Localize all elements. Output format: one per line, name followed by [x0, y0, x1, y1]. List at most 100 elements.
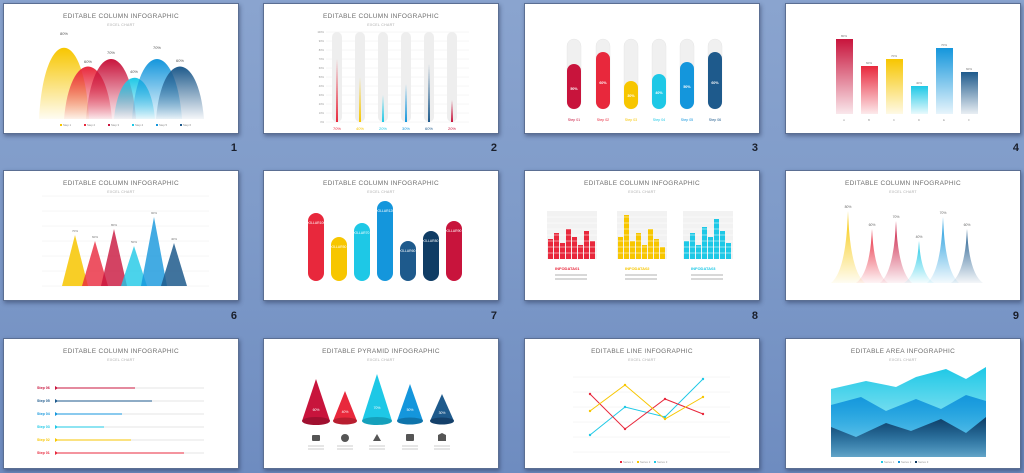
data-label: 70% — [333, 126, 341, 131]
rounded-bar — [377, 201, 393, 281]
slide-number: 4 — [1012, 142, 1019, 154]
tick-label: 0% — [320, 120, 324, 124]
rounded-bar — [331, 237, 347, 281]
rounded-bar — [308, 213, 324, 281]
data-label: DOLLAR50 — [329, 245, 346, 249]
slide-number: 2 — [490, 142, 497, 154]
cylinder-bar — [708, 52, 722, 109]
feature-icon — [341, 434, 349, 442]
legend-item: Series 2 — [640, 460, 651, 464]
legend-item: Step 01 — [568, 118, 580, 122]
data-label: DOLLAR80 — [421, 239, 438, 243]
slide-thumbnail-12[interactable]: EDITABLE LINE INFOGRAPHIC EXCEL CHART Se… — [524, 338, 760, 469]
rounded-bar — [446, 221, 462, 281]
tick-label: 40% — [319, 84, 325, 88]
category-label: C — [893, 118, 896, 122]
category-label: E — [943, 118, 945, 122]
slide-number: 1 — [230, 142, 237, 154]
cylinder-bar — [624, 81, 638, 109]
data-label: 50% — [407, 408, 414, 412]
slide-title: EDITABLE COLUMN INFOGRAPHIC — [323, 180, 439, 187]
needle-column-chart: 100% 90% 80% 70% 60% 50% 40% 30% 20% 10%… — [317, 30, 469, 131]
cylinder-bar — [596, 52, 610, 109]
tick-label: 20% — [319, 102, 325, 106]
slide-subtitle: EXCEL CHART — [367, 358, 395, 362]
tick-label: 50% — [319, 75, 325, 79]
slide-thumbnail-2[interactable]: EDITABLE COLUMN INFOGRAPHIC EXCEL CHART … — [263, 3, 499, 134]
spike-shape — [927, 217, 959, 283]
spike-column-chart: 80% 60% 70% 40% 70% 60% — [831, 205, 983, 283]
needle-bar — [405, 84, 407, 122]
bell-column-chart: 80% 60% 70% 40% 70% 60% Step 1 Step 2 St… — [39, 31, 204, 127]
line-series — [589, 384, 704, 420]
slide-thumbnail-13[interactable]: EDITABLE AREA INFOGRAPHIC EXCEL CHART Se… — [785, 338, 1021, 469]
triangle-bar — [62, 235, 88, 286]
spike-shape — [904, 241, 934, 283]
chart-caption: INFODATA01 — [555, 266, 580, 271]
legend-item: Step 4 — [135, 123, 144, 127]
line-series — [589, 393, 704, 430]
slide-thumbnail-11[interactable]: EDITABLE PYRAMID INFOGRAPHIC EXCEL CHART… — [263, 338, 499, 469]
slide-title: EDITABLE COLUMN INFOGRAPHIC — [584, 180, 700, 187]
cone-shape — [302, 379, 330, 421]
slide-thumbnail-1[interactable]: EDITABLE COLUMN INFOGRAPHIC EXCEL CHART … — [3, 3, 239, 134]
slide-subtitle: EXCEL CHART — [107, 358, 135, 362]
slide-title: EDITABLE COLUMN INFOGRAPHIC — [63, 348, 179, 355]
triangle-bar — [101, 229, 127, 286]
column-bar — [961, 72, 978, 114]
slide-title: EDITABLE AREA INFOGRAPHIC — [850, 348, 956, 355]
slide-thumbnail-10[interactable]: EDITABLE COLUMN INFOGRAPHIC EXCEL CHART … — [3, 338, 239, 469]
tick-label: 80% — [319, 48, 325, 52]
chart-caption: INFODATA02 — [625, 266, 650, 271]
bar-marker — [55, 438, 58, 442]
area-series — [831, 417, 986, 457]
slide-thumbnail-3[interactable]: 50% 60% 30% 40% 50% 60% Step 01 Step 02 … — [524, 3, 760, 134]
bar-marker — [55, 399, 58, 403]
tick-label: 60% — [319, 66, 325, 70]
data-label: 70% — [72, 229, 78, 233]
cylinder-bar — [652, 74, 666, 109]
spike-shape — [831, 211, 865, 283]
horizontal-bar-chart: Step 06 Step 05 Step 04 Step 03 Step 02 … — [37, 386, 204, 455]
feature-icon — [406, 434, 414, 441]
slide-number: 7 — [490, 310, 497, 322]
area-chart: Series 1 Series 2 Series 3 — [831, 367, 986, 464]
legend-item: Step 04 — [653, 118, 665, 122]
bar-marker — [55, 451, 58, 455]
slide-subtitle: EXCEL CHART — [628, 190, 656, 194]
slide-thumbnail-4[interactable]: 80% 60% 70% 40% 70% 60% A B C D E F — [785, 3, 1021, 134]
data-label: 70% — [941, 43, 947, 47]
column-bar — [911, 86, 928, 114]
data-label: 30% — [402, 126, 410, 131]
data-label: 80% — [60, 31, 68, 36]
slide-title: EDITABLE COLUMN INFOGRAPHIC — [845, 180, 961, 187]
grid-column-charts: INFODATA01 INFODATA02 INFODATA03 — [547, 211, 733, 280]
rounded-bar — [354, 223, 370, 281]
slide-subtitle: EXCEL CHART — [107, 23, 135, 27]
cylinder-bar — [567, 64, 581, 109]
data-label: 60% — [425, 126, 433, 131]
cone-shape — [430, 394, 454, 421]
data-label: 60% — [313, 408, 320, 412]
data-label: 70% — [893, 215, 900, 219]
data-label: 50% — [131, 240, 137, 244]
bar-label: Step 03 — [37, 425, 50, 429]
slide-subtitle: EXCEL CHART — [367, 190, 395, 194]
data-label: 40% — [171, 237, 177, 241]
slide-number: 8 — [751, 310, 758, 322]
tick-label: 90% — [319, 39, 325, 43]
data-label: 60% — [599, 81, 607, 85]
tick-label: 100% — [317, 30, 324, 34]
rounded-bar — [400, 241, 416, 281]
slide-thumbnail-8[interactable]: EDITABLE COLUMN INFOGRAPHIC EXCEL CHART — [524, 170, 760, 301]
data-label: 40% — [916, 81, 922, 85]
slide-thumbnail-9[interactable]: EDITABLE COLUMN INFOGRAPHIC EXCEL CHART … — [785, 170, 1021, 301]
slide-subtitle: EXCEL CHART — [889, 358, 917, 362]
slide-thumbnail-7[interactable]: EDITABLE COLUMN INFOGRAPHIC EXCEL CHART … — [263, 170, 499, 301]
cylinder-column-chart: 50% 60% 30% 40% 50% 60% Step 01 Step 02 … — [566, 38, 723, 122]
legend-item: Series 1 — [884, 460, 895, 464]
slide-thumbnail-6[interactable]: EDITABLE COLUMN INFOGRAPHIC EXCEL CHART … — [3, 170, 239, 301]
data-label: 80% — [845, 205, 852, 209]
needle-bar — [451, 100, 453, 122]
needle-bar — [336, 59, 338, 122]
